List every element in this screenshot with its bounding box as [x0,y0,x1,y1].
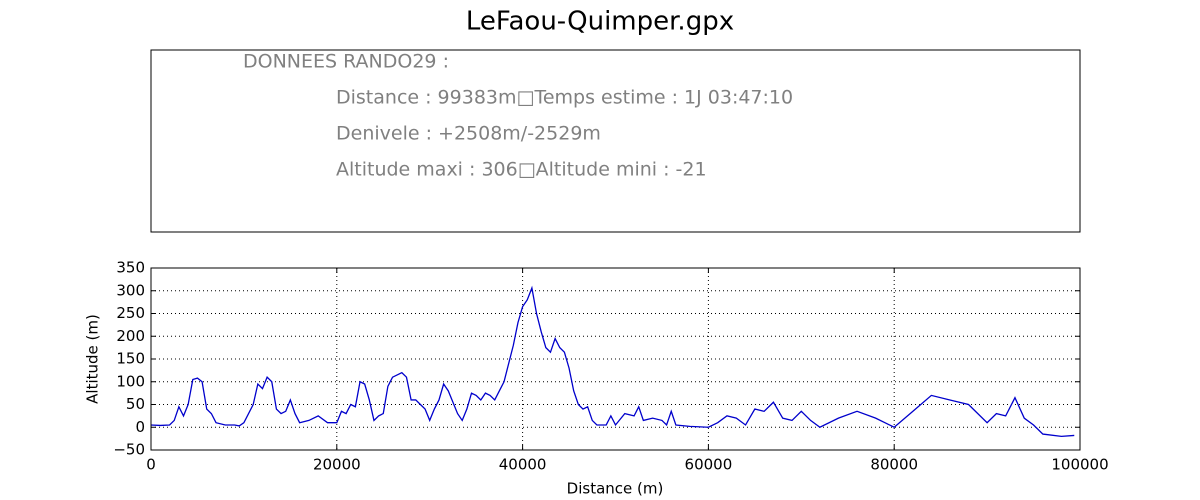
altitude-line [150,285,1075,438]
x-tick-label: 60000 [685,456,733,474]
y-tick-label: 150 [116,350,145,368]
y-tick-label: 100 [116,372,145,390]
figure-title: LeFaou-Quimper.gpx [466,7,734,37]
y-tick-label: 0 [135,418,145,436]
x-tick-label: 20000 [313,456,361,474]
info-panel [150,49,1081,233]
info-heading: DONNEES RANDO29 : [243,51,449,73]
info-line: Denivele : +2508m/-2529m [336,123,601,145]
y-tick-label: 300 [116,281,145,299]
y-tick-label: 350 [116,259,145,277]
x-tick-label: 80000 [870,456,918,474]
y-tick-label: 50 [126,395,145,413]
y-tick-label: −50 [113,441,145,459]
x-tick-label: 100000 [1051,456,1108,474]
x-tick-label: 40000 [499,456,547,474]
y-axis-label: Altitude (m) [84,314,102,404]
y-tick-label: 200 [116,327,145,345]
y-tick-label: 250 [116,304,145,322]
info-line: Distance : 99383m□Temps estime : 1J 03:4… [336,87,793,109]
x-tick-label: 0 [146,456,156,474]
info-line: Altitude maxi : 306□Altitude mini : -21 [336,159,707,181]
x-axis-label: Distance (m) [567,480,664,498]
plot-area [150,267,1081,451]
